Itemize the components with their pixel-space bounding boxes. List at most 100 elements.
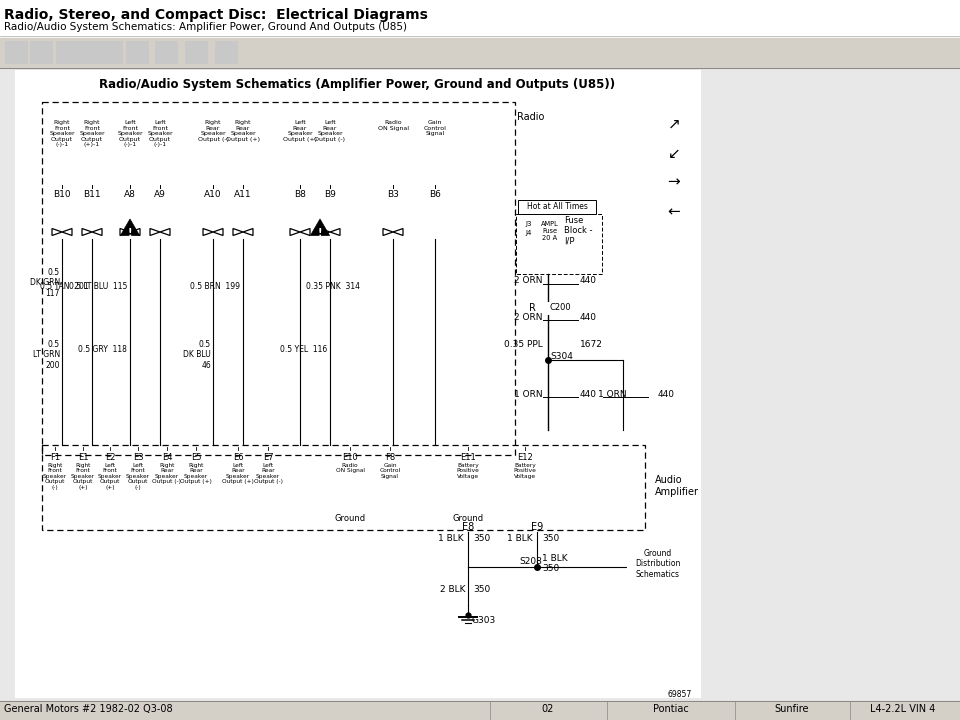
Bar — [126, 41, 148, 63]
Text: J3: J3 — [526, 221, 532, 227]
Bar — [627, 545, 690, 587]
Text: E1: E1 — [78, 453, 88, 462]
Text: 0.5
LT GRN
200: 0.5 LT GRN 200 — [33, 340, 60, 370]
Text: 0.5
DK BLU
46: 0.5 DK BLU 46 — [183, 340, 211, 370]
Text: S304: S304 — [550, 352, 573, 361]
Text: E12: E12 — [517, 453, 533, 462]
Text: Pontiac: Pontiac — [653, 704, 689, 714]
Text: Radio
ON Signal: Radio ON Signal — [377, 120, 409, 130]
Text: ↙: ↙ — [667, 146, 681, 161]
Text: F1: F1 — [50, 453, 60, 462]
Text: L4-2.2L VIN 4: L4-2.2L VIN 4 — [871, 704, 936, 714]
Text: !: ! — [318, 228, 323, 238]
Bar — [660, 170, 688, 194]
Text: B11: B11 — [84, 190, 101, 199]
Bar — [100, 41, 122, 63]
Text: Radio
ON Signal: Radio ON Signal — [335, 463, 365, 474]
Bar — [15, 70, 700, 697]
Text: 0.5 LT BLU  115: 0.5 LT BLU 115 — [68, 282, 127, 291]
Text: S208: S208 — [519, 557, 541, 566]
Bar — [42, 102, 515, 455]
Text: 440: 440 — [580, 390, 597, 399]
Text: 440: 440 — [580, 313, 597, 322]
Text: 0.35 PNK  314: 0.35 PNK 314 — [306, 282, 360, 291]
Polygon shape — [120, 219, 139, 235]
Text: Radio/Audio System Schematics (Amplifier Power, Ground and Outputs (U85)): Radio/Audio System Schematics (Amplifier… — [100, 78, 615, 91]
Text: Battery
Positive
Voltage: Battery Positive Voltage — [514, 463, 537, 479]
Text: Right
Front
Speaker
Output
(-)-1: Right Front Speaker Output (-)-1 — [49, 120, 75, 148]
Text: J4: J4 — [526, 230, 532, 236]
Text: Right
Front
Speaker
Output
(-): Right Front Speaker Output (-) — [43, 463, 67, 490]
Text: General Motors #2 1982-02 Q3-08: General Motors #2 1982-02 Q3-08 — [4, 704, 173, 714]
Text: E7: E7 — [263, 453, 274, 462]
Bar — [546, 302, 574, 314]
Text: Radio/Audio System Schematics: Amplifier Power, Ground And Outputs (U85): Radio/Audio System Schematics: Amplifier… — [4, 22, 407, 32]
Text: Left
Front
Speaker
Output
(-)-1: Left Front Speaker Output (-)-1 — [147, 120, 173, 148]
Text: A10: A10 — [204, 190, 222, 199]
Text: 0.5 GRY  118: 0.5 GRY 118 — [78, 345, 127, 354]
Text: E8: E8 — [462, 522, 474, 532]
Bar — [518, 200, 596, 214]
Text: 2 BLK: 2 BLK — [440, 585, 466, 594]
Text: 1672: 1672 — [580, 340, 603, 349]
Text: 440: 440 — [580, 276, 597, 285]
Polygon shape — [310, 219, 329, 235]
Text: →: → — [667, 174, 681, 189]
Bar — [30, 41, 52, 63]
Text: Sunfire: Sunfire — [775, 704, 809, 714]
Text: Left
Rear
Speaker
Output (+): Left Rear Speaker Output (+) — [222, 463, 254, 484]
Bar — [155, 41, 177, 63]
Text: 0.35 PPL: 0.35 PPL — [504, 340, 543, 349]
Text: ↗: ↗ — [667, 117, 681, 132]
Text: 0.5 BRN  199: 0.5 BRN 199 — [190, 282, 240, 291]
Text: 1 BLK: 1 BLK — [542, 554, 567, 563]
Text: Gain
Control
Signal: Gain Control Signal — [379, 463, 400, 479]
Text: 0.5 YEL  116: 0.5 YEL 116 — [279, 345, 327, 354]
Bar — [0, 0, 960, 38]
Text: 2 ORN: 2 ORN — [515, 276, 543, 285]
Text: F8: F8 — [385, 453, 396, 462]
Bar — [78, 41, 100, 63]
Text: E3: E3 — [132, 453, 143, 462]
Text: 440: 440 — [658, 390, 675, 399]
Text: Right
Rear
Speaker
Output (-): Right Rear Speaker Output (-) — [153, 463, 181, 484]
Text: Left
Rear
Speaker
Output (-): Left Rear Speaker Output (-) — [253, 463, 282, 484]
Text: 1 BLK: 1 BLK — [438, 534, 464, 543]
Text: A9: A9 — [154, 190, 166, 199]
Text: 350: 350 — [542, 534, 560, 543]
Bar — [539, 219, 561, 241]
Text: 1 BLK: 1 BLK — [507, 534, 533, 543]
Text: E2: E2 — [105, 453, 115, 462]
Text: B6: B6 — [429, 190, 441, 199]
Bar — [516, 214, 602, 274]
Text: !: ! — [128, 228, 132, 238]
Bar — [0, 701, 960, 720]
Text: ←: ← — [667, 204, 681, 220]
Text: 02: 02 — [541, 704, 554, 714]
Text: Right
Rear
Speaker
Output (-): Right Rear Speaker Output (-) — [198, 120, 228, 142]
Bar — [521, 220, 537, 240]
Text: AMPL
Fuse
20 A: AMPL Fuse 20 A — [541, 221, 559, 241]
Bar — [5, 41, 27, 63]
Bar — [215, 41, 237, 63]
Bar — [56, 41, 78, 63]
Text: Radio, Stereo, and Compact Disc:  Electrical Diagrams: Radio, Stereo, and Compact Disc: Electri… — [4, 8, 428, 22]
Text: E6: E6 — [232, 453, 243, 462]
Text: Left
Front
Speaker
Output
(-): Left Front Speaker Output (-) — [126, 463, 150, 490]
Text: Fuse
Block -
I/P: Fuse Block - I/P — [564, 216, 592, 246]
Text: Left
Front
Speaker
Output
(+): Left Front Speaker Output (+) — [98, 463, 122, 490]
Text: E4: E4 — [161, 453, 172, 462]
Text: G303: G303 — [471, 616, 495, 625]
Text: E9: E9 — [531, 522, 543, 532]
Text: Ground
Distribution
Schematics: Ground Distribution Schematics — [636, 549, 681, 579]
Text: R: R — [529, 303, 536, 313]
Bar — [660, 142, 688, 166]
Text: E10: E10 — [342, 453, 358, 462]
Text: 1 ORN: 1 ORN — [598, 390, 627, 399]
Text: C200: C200 — [549, 303, 571, 312]
Text: E11: E11 — [460, 453, 476, 462]
Text: A11: A11 — [234, 190, 252, 199]
Text: Gain
Control
Signal: Gain Control Signal — [423, 120, 446, 136]
Text: Right
Rear
Speaker
Output (+): Right Rear Speaker Output (+) — [180, 463, 212, 484]
Text: Right
Rear
Speaker
Output (+): Right Rear Speaker Output (+) — [226, 120, 260, 142]
